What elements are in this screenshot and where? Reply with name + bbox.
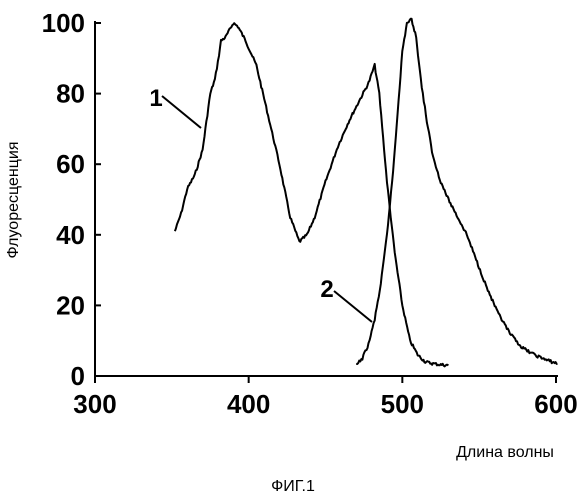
x-axis-label: Длина волны [456, 444, 554, 461]
x-tick-label: 500 [381, 389, 424, 419]
y-tick-label: 80 [56, 79, 85, 109]
figure-caption: ФИГ.1 [271, 478, 315, 495]
y-tick-label: 0 [71, 361, 85, 391]
curve-label-2-leader [334, 291, 372, 322]
x-tick-label: 600 [534, 389, 577, 419]
x-tick-label: 400 [227, 389, 270, 419]
labels-group: 0 20 40 60 80 100 300 400 500 600 Длина волны Флуор… [5, 8, 578, 495]
curve-label-1: 1 [149, 85, 162, 112]
curve-label-2: 2 [320, 276, 333, 303]
y-tick-label: 100 [42, 8, 85, 38]
axes [95, 21, 558, 383]
curve-label-1-leader [162, 96, 201, 128]
series-group [175, 19, 558, 367]
y-axis-label: Флуоресценция [5, 142, 22, 259]
x-tick-label: 300 [73, 389, 116, 419]
y-tick-label: 20 [56, 290, 85, 320]
y-tick-label: 60 [56, 149, 85, 179]
series-line-1 [175, 23, 449, 366]
y-tick-label: 40 [56, 220, 85, 250]
series-line-2 [356, 19, 557, 364]
